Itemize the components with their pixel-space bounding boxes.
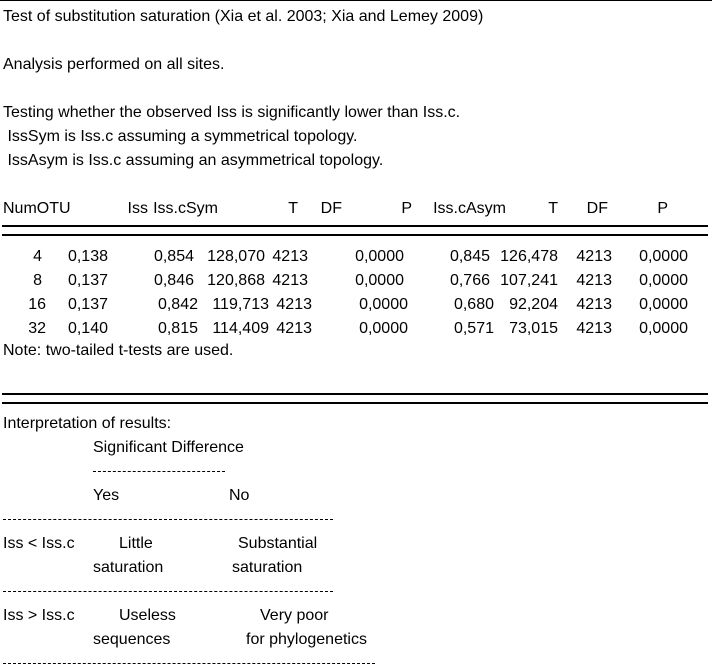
cell-iss: 0,140 — [67, 320, 108, 337]
analysis-line: Analysis performed on all sites. — [3, 56, 225, 73]
cell-numotu: 4 — [33, 248, 42, 265]
cell-df-asym: 4213 — [576, 320, 612, 337]
cell-iss: 0,138 — [67, 248, 108, 265]
cell-df-sym: 4213 — [272, 248, 308, 265]
sub-header-dashes — [93, 471, 225, 472]
cell-t-asym: 126,478 — [500, 248, 558, 265]
table-note: Note: two-tailed t-tests are used. — [3, 342, 234, 359]
report-title: Test of substitution saturation (Xia et … — [3, 8, 484, 25]
header-t-asym: T — [548, 200, 558, 217]
cell-p-asym: 0,0000 — [639, 248, 688, 265]
saturation-yes-label: saturation — [93, 559, 164, 576]
cell-t-asym: 73,015 — [509, 320, 558, 337]
cell-df-sym: 4213 — [272, 272, 308, 289]
top-border — [0, 0, 712, 1]
row-divider — [3, 519, 333, 520]
cell-p-sym: 0,0000 — [355, 248, 404, 265]
cell-iss-csym: 0,842 — [157, 296, 198, 313]
header-df-sym: DF — [320, 200, 342, 217]
cell-df-sym: 4213 — [276, 296, 312, 313]
header-p-sym: P — [401, 200, 412, 217]
row-divider — [3, 591, 333, 592]
cell-p-asym: 0,0000 — [639, 296, 688, 313]
condition-iss-lower: Iss < Iss.c — [3, 535, 75, 552]
cell-p-asym: 0,0000 — [639, 272, 688, 289]
cell-iss-casym: 0,680 — [453, 296, 494, 313]
header-numotu: NumOTU — [3, 200, 71, 217]
saturation-no-label: saturation — [232, 559, 303, 576]
cell-numotu: 16 — [28, 296, 46, 313]
cell-p-sym: 0,0000 — [359, 320, 408, 337]
cell-df-asym: 4213 — [576, 296, 612, 313]
cell-iss-csym: 0,815 — [157, 320, 198, 337]
substantial-label: Substantial — [238, 535, 318, 552]
interpretation-heading: Interpretation of results: — [3, 415, 172, 432]
cell-iss-csym: 0,846 — [153, 272, 194, 289]
cell-t-asym: 107,241 — [500, 272, 558, 289]
cell-t-asym: 92,204 — [509, 296, 558, 313]
cell-p-sym: 0,0000 — [359, 296, 408, 313]
no-label: No — [229, 487, 250, 504]
header-df-asym: DF — [586, 200, 608, 217]
cell-df-sym: 4213 — [276, 320, 312, 337]
row-divider — [3, 663, 375, 664]
useless-label: Useless — [119, 607, 176, 624]
cell-df-asym: 4213 — [576, 272, 612, 289]
cell-df-asym: 4213 — [576, 248, 612, 265]
hypothesis-line-1: Testing whether the observed Iss is sign… — [3, 104, 461, 121]
condition-iss-higher: Iss > Iss.c — [3, 607, 75, 624]
cell-iss-csym: 0,854 — [153, 248, 194, 265]
cell-t-sym: 119,713 — [212, 296, 269, 313]
cell-t-sym: 114,409 — [212, 320, 269, 337]
significant-difference-label: Significant Difference — [93, 439, 244, 456]
cell-t-sym: 120,868 — [207, 272, 265, 289]
yes-label: Yes — [93, 487, 120, 504]
cell-p-sym: 0,0000 — [355, 272, 404, 289]
cell-t-sym: 128,070 — [207, 248, 265, 265]
cell-iss: 0,137 — [67, 272, 108, 289]
header-t-sym: T — [288, 200, 298, 217]
hypothesis-line-2: IssSym is Iss.c assuming a symmetrical t… — [3, 128, 358, 145]
cell-iss: 0,137 — [67, 296, 108, 313]
cell-iss-casym: 0,571 — [453, 320, 494, 337]
header-separator — [2, 225, 708, 236]
hypothesis-line-3: IssAsym is Iss.c assuming an asymmetrica… — [3, 152, 384, 169]
cell-numotu: 32 — [28, 320, 46, 337]
cell-numotu: 8 — [33, 272, 42, 289]
header-p-asym: P — [657, 200, 668, 217]
section-separator — [2, 393, 708, 404]
very-poor-label: Very poor — [260, 607, 329, 624]
sequences-label: sequences — [93, 631, 171, 648]
header-iss-csym: Iss.cSym — [153, 200, 218, 217]
phylogenetics-label: for phylogenetics — [246, 631, 367, 648]
header-iss: Iss — [127, 200, 148, 217]
cell-iss-casym: 0,845 — [449, 248, 490, 265]
cell-p-asym: 0,0000 — [639, 320, 688, 337]
little-label: Little — [119, 535, 153, 552]
cell-iss-casym: 0,766 — [449, 272, 490, 289]
header-iss-casym: Iss.cAsym — [433, 200, 506, 217]
